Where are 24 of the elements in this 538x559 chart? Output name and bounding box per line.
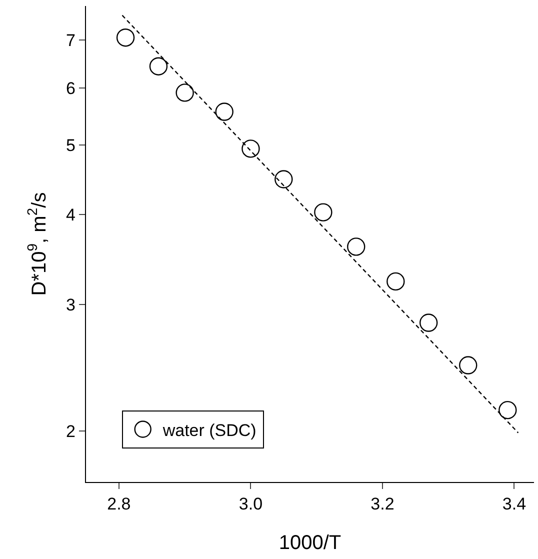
y-tick-label: 6 [66, 78, 76, 98]
x-axis-title: 1000/T [278, 532, 342, 554]
point [498, 400, 517, 420]
x-tick-label: 2.8 [107, 494, 131, 514]
x-tick-label: 3.2 [370, 494, 394, 514]
point [314, 203, 332, 222]
y-tick-label: 5 [66, 136, 76, 155]
point [116, 28, 135, 47]
point [176, 84, 194, 102]
point [459, 356, 478, 374]
point [242, 140, 260, 158]
point [215, 102, 234, 121]
point [149, 57, 168, 76]
y-tick-label: 4 [66, 206, 76, 225]
legend-label: water (SDC) [162, 420, 256, 440]
point [274, 170, 293, 188]
point [386, 272, 405, 291]
x-tick-label: 3.0 [238, 494, 263, 514]
y-tick-label: 7 [66, 30, 76, 50]
x-tick-label: 3.4 [502, 494, 526, 514]
y-tick-label: 2 [66, 422, 76, 442]
point [347, 238, 366, 256]
point [420, 314, 438, 332]
y-tick-label: 3 [66, 295, 76, 314]
